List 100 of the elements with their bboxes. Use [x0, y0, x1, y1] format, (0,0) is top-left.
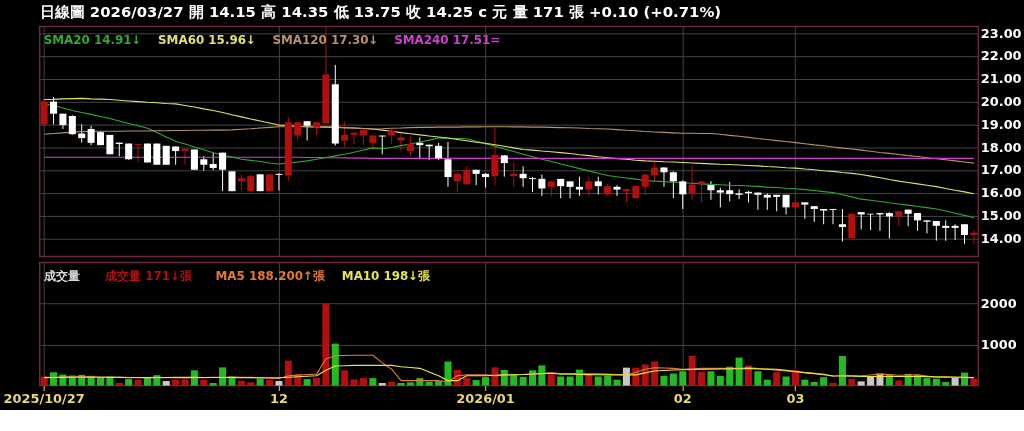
bar	[125, 379, 133, 386]
bar	[350, 379, 358, 386]
bar	[115, 383, 123, 386]
bar	[359, 378, 367, 386]
text: 成交量 171↓張	[104, 269, 194, 284]
candlestick	[960, 223, 969, 245]
candlestick	[669, 170, 677, 199]
bar	[773, 372, 781, 386]
bar	[791, 370, 799, 386]
bar	[810, 382, 818, 386]
candlestick	[613, 184, 621, 197]
bar	[397, 383, 405, 386]
bar	[848, 379, 856, 386]
text: MA10 198↓張	[341, 269, 432, 284]
bar	[200, 379, 208, 386]
bar	[472, 380, 480, 386]
bar	[256, 378, 264, 386]
bar	[406, 382, 414, 386]
bar	[190, 370, 198, 386]
bar	[970, 378, 978, 386]
bar	[50, 372, 58, 386]
candlestick	[397, 133, 405, 152]
bar	[932, 378, 940, 386]
bar	[237, 380, 245, 386]
bar	[209, 383, 217, 386]
candlestick	[190, 148, 198, 171]
y-tick-label: 22.00	[980, 48, 1022, 64]
y-tick-label: 1000	[980, 337, 1017, 353]
bar	[519, 376, 527, 386]
candlestick	[716, 187, 724, 208]
candlestick	[829, 208, 837, 225]
bar	[303, 379, 311, 386]
candlestick	[444, 141, 452, 188]
text: SMA20 14.91↓	[43, 33, 142, 48]
candlestick	[491, 127, 499, 186]
x-tick-label: 03	[786, 390, 805, 406]
candlestick	[566, 180, 574, 199]
candlestick	[341, 120, 349, 148]
candlestick	[68, 114, 76, 136]
x-tick-label: 2026/01	[456, 390, 515, 406]
bar	[482, 377, 490, 386]
y-tick-label: 19.00	[980, 116, 1022, 132]
candlestick	[801, 201, 809, 220]
y-tick-label: 21.00	[980, 71, 1022, 87]
candlestick	[641, 173, 649, 196]
bar	[181, 379, 189, 386]
candlestick	[519, 165, 527, 188]
candlestick	[50, 96, 58, 125]
bar	[688, 355, 696, 386]
y-tick-label: 23.00	[980, 25, 1022, 41]
bar	[923, 378, 931, 386]
bar	[312, 377, 321, 386]
bar	[895, 380, 903, 386]
bar	[247, 382, 255, 386]
candlestick	[923, 219, 931, 234]
candlestick	[219, 152, 227, 192]
bar	[867, 376, 875, 386]
y-tick-label: 20.00	[980, 94, 1022, 110]
x-tick-label: 2025/10/27	[3, 390, 85, 406]
y-tick-label: 14.00	[980, 230, 1022, 246]
bar	[660, 375, 668, 386]
bar	[857, 381, 865, 386]
bar	[369, 378, 377, 386]
candlestick	[303, 120, 311, 142]
candlestick	[660, 166, 668, 188]
bar	[425, 381, 433, 386]
candlestick	[575, 176, 583, 197]
bar	[679, 371, 687, 386]
bar	[275, 381, 283, 386]
candlestick	[453, 170, 461, 193]
candlestick	[528, 176, 537, 193]
candlestick	[87, 125, 95, 146]
candlestick	[679, 179, 687, 210]
bar	[782, 376, 790, 386]
candlestick	[406, 135, 414, 157]
candlestick	[726, 181, 734, 202]
bar	[266, 379, 274, 386]
text: 成交量	[42, 269, 80, 284]
bar	[153, 375, 161, 386]
bar	[172, 379, 180, 386]
bar	[463, 377, 471, 386]
bar	[341, 370, 349, 386]
bar	[669, 373, 677, 386]
bar	[735, 357, 743, 386]
bar	[331, 343, 339, 386]
candlestick	[134, 143, 142, 163]
bar	[726, 366, 734, 386]
bar	[378, 383, 386, 386]
line-series	[43, 97, 975, 195]
bar	[491, 367, 499, 386]
candlestick	[735, 188, 743, 200]
bar	[960, 372, 969, 386]
bar	[444, 361, 452, 386]
candlestick	[181, 147, 189, 166]
bar	[547, 374, 555, 386]
bar	[754, 371, 762, 386]
candlestick	[698, 180, 706, 204]
candlestick	[707, 180, 715, 201]
candlestick	[294, 121, 302, 142]
bar	[763, 379, 771, 386]
